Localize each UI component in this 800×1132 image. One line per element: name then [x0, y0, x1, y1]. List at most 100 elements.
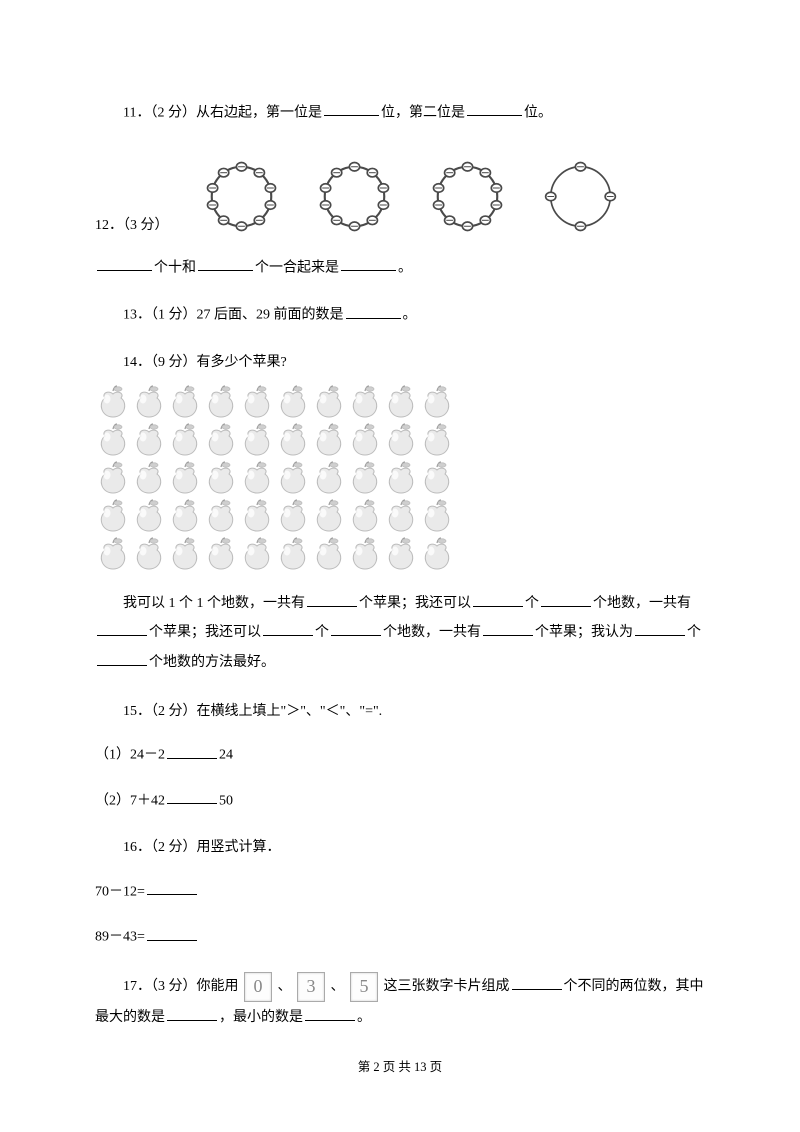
bead-ring-icon	[538, 154, 623, 239]
q-text: 个苹果；我还可以	[149, 625, 261, 640]
apple-icon	[311, 383, 347, 421]
blank	[324, 100, 379, 116]
apple-icon	[95, 383, 131, 421]
apple-icon	[419, 535, 455, 573]
apple-icon	[239, 497, 275, 535]
blank	[473, 591, 523, 607]
blank	[483, 620, 533, 636]
q14-header: 14．（9 分）有多少个苹果?	[95, 350, 705, 375]
q12-label: 12．（3 分）	[95, 213, 169, 248]
q-points: （3 分）	[151, 979, 197, 994]
q16-expr1: 70－12=	[95, 879, 705, 905]
blank	[147, 924, 197, 940]
apple-icon	[203, 421, 239, 459]
blank	[307, 591, 357, 607]
apple-icon	[239, 459, 275, 497]
q-text: （2）7＋42	[95, 793, 165, 808]
apple-icon	[167, 497, 203, 535]
q15-sub1: （1）24－224	[95, 742, 705, 768]
apple-icon	[311, 497, 347, 535]
apple-icon	[131, 497, 167, 535]
apple-icon	[275, 497, 311, 535]
apple-icon	[419, 421, 455, 459]
q-text: 24	[219, 748, 233, 763]
apple-icon	[347, 459, 383, 497]
q-text: 个地数，一共有	[593, 596, 691, 611]
apple-icon	[239, 383, 275, 421]
apple-icon	[275, 383, 311, 421]
blank	[97, 649, 147, 665]
blank	[467, 100, 522, 116]
q-points: （2 分）	[150, 105, 196, 120]
apple-icon	[419, 459, 455, 497]
q-points: （3 分）	[123, 218, 169, 233]
blank	[305, 1004, 355, 1020]
apple-icon	[347, 535, 383, 573]
q15-header: 15．（2 分）在横线上填上"＞"、"＜"、"=".	[95, 699, 705, 724]
q16-expr2: 89－43=	[95, 924, 705, 950]
q-text: 70－12=	[95, 884, 145, 899]
q-text: 50	[219, 793, 233, 808]
blank	[263, 620, 313, 636]
q-number: 12．	[95, 218, 123, 233]
apple-icon	[311, 535, 347, 573]
blank	[97, 620, 147, 636]
q-number: 11．	[123, 105, 150, 120]
q-text: 89－43=	[95, 930, 145, 945]
bead-ring-icon	[312, 154, 397, 239]
q-text: 、	[331, 979, 345, 994]
apple-icon	[311, 421, 347, 459]
q-text: 这三张数字卡片组成	[384, 979, 510, 994]
q-text: 我可以 1 个 1 个地数，一共有	[123, 596, 305, 611]
q-number: 13．	[123, 308, 151, 323]
q-text: 个地数，一共有	[383, 625, 481, 640]
q-number: 15．	[123, 704, 151, 719]
page-footer: 第 2 页 共 13 页	[95, 1056, 705, 1075]
q-text: 。	[357, 1010, 371, 1025]
question-13: 13．（1 分）27 后面、29 前面的数是。	[95, 302, 705, 328]
q-text: 位，第二位是	[381, 105, 465, 120]
q-text: 个苹果；我还可以	[359, 596, 471, 611]
bead-circles	[199, 154, 623, 239]
blank	[635, 620, 685, 636]
q-text: 位。	[524, 105, 552, 120]
apple-icon	[383, 535, 419, 573]
apple-icon	[95, 459, 131, 497]
bead-ring-icon	[425, 154, 510, 239]
q-text: 。	[398, 260, 412, 275]
apple-icon	[203, 497, 239, 535]
apple-icon	[95, 497, 131, 535]
q-number: 16．	[123, 840, 151, 855]
q-text: 个不同的两位数，其中	[564, 979, 704, 994]
apple-icon	[383, 421, 419, 459]
q-text: 个一合起来是	[255, 260, 339, 275]
question-12: 12．（3 分） 个十和 个一合起来是 。	[95, 148, 705, 281]
apple-icon	[275, 459, 311, 497]
apple-icon	[167, 383, 203, 421]
apple-icon	[95, 421, 131, 459]
apple-icon	[167, 535, 203, 573]
apple-icon	[383, 383, 419, 421]
q-number: 17．	[123, 979, 151, 994]
apple-icon	[203, 383, 239, 421]
apple-icon	[203, 535, 239, 573]
digit-card-icon: 0	[244, 972, 272, 1002]
q14-paragraph: 我可以 1 个 1 个地数，一共有个苹果；我还可以个个地数，一共有个苹果；我还可…	[95, 589, 705, 677]
apple-icon	[383, 459, 419, 497]
blank	[167, 788, 217, 804]
q-text: 最大的数是	[95, 1010, 165, 1025]
q-points: （9 分）	[151, 355, 197, 370]
apple-icon	[275, 421, 311, 459]
blank	[198, 255, 253, 271]
apple-icon	[131, 459, 167, 497]
q-text: 个十和	[154, 260, 196, 275]
q15-sub2: （2）7＋42 50	[95, 788, 705, 814]
q-points: （2 分）	[151, 840, 197, 855]
apple-icon	[131, 535, 167, 573]
apple-icon	[239, 535, 275, 573]
apple-icon	[383, 497, 419, 535]
q-text: 用竖式计算．	[197, 840, 281, 855]
question-16: 16．（2 分）用竖式计算． 70－12= 89－43=	[95, 835, 705, 949]
q12-fill-line: 个十和 个一合起来是 。	[95, 255, 705, 281]
q-text: 从右边起，第一位是	[196, 105, 322, 120]
